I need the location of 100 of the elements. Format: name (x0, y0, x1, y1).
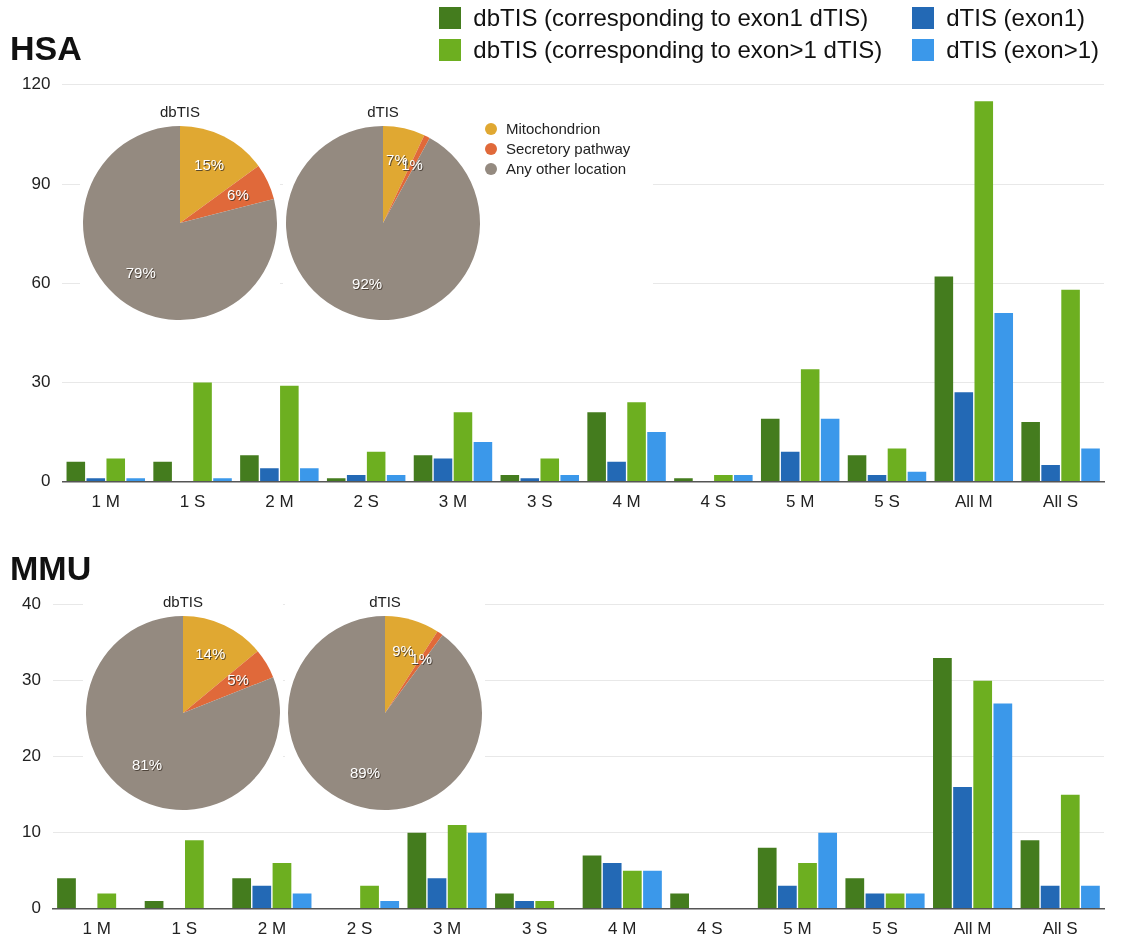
data-label: 14% (195, 645, 226, 663)
legend-label: Secretory pathway (506, 140, 631, 157)
data-label: 89% (350, 763, 381, 781)
bar (280, 385, 299, 482)
x-tick-label: 5 S (874, 492, 900, 512)
bar (993, 703, 1013, 909)
bar (582, 855, 602, 909)
bar (800, 369, 820, 482)
y-tick-label: 20 (21, 746, 41, 766)
bar (185, 840, 204, 909)
bar (905, 893, 925, 909)
data-label: 92% (352, 275, 383, 293)
bar (535, 901, 555, 909)
bar (974, 101, 994, 482)
bar (106, 458, 126, 482)
bar (760, 418, 780, 482)
bar (153, 461, 172, 482)
bar (560, 474, 580, 482)
bar (515, 901, 534, 909)
bar (360, 885, 379, 909)
y-tick-label: 30 (21, 670, 41, 690)
bar (346, 474, 366, 482)
x-tick-label: 4 S (700, 492, 727, 512)
bar (820, 418, 840, 482)
x-tick-label: 2 M (257, 919, 287, 939)
x-tick-label: All M (954, 492, 993, 512)
bar (734, 474, 753, 482)
y-tick-label: 10 (21, 822, 41, 842)
bar (126, 478, 145, 482)
bar (193, 382, 212, 482)
bar (953, 787, 972, 909)
bar (232, 878, 252, 909)
bar (780, 451, 800, 482)
bar (973, 680, 993, 909)
bar (885, 893, 905, 909)
x-tick-label: All M (953, 919, 992, 939)
bar (240, 455, 259, 482)
chart-title: MMU (10, 548, 92, 587)
bar (1040, 885, 1060, 909)
x-tick-label: 1 S (171, 919, 198, 939)
bar (272, 863, 292, 909)
bar (97, 893, 117, 909)
bar (627, 402, 646, 482)
bar (1081, 885, 1100, 909)
x-tick-label: 3 S (521, 919, 548, 939)
bar (1041, 465, 1060, 482)
x-tick-label: 5 M (783, 919, 812, 939)
legend-label: dbTIS (corresponding to exon>1 dTIS) (473, 36, 883, 64)
x-tick-label: 3 S (527, 492, 553, 512)
bar (447, 825, 467, 909)
bar (1060, 794, 1080, 909)
bar (500, 474, 520, 482)
x-tick-label: 5 M (786, 492, 815, 512)
y-tick-label: 0 (31, 898, 41, 918)
data-label: 81% (132, 756, 163, 774)
bar (473, 441, 493, 482)
bar (57, 878, 76, 909)
bar (845, 878, 865, 909)
bar (622, 870, 642, 909)
bar (777, 885, 797, 909)
bar (714, 474, 733, 482)
bar (670, 893, 689, 909)
y-tick-label: 90 (31, 173, 51, 193)
bar (86, 478, 106, 482)
bar (1081, 448, 1100, 482)
bar (366, 451, 386, 482)
bar (66, 461, 86, 482)
legend-label: Any other location (506, 160, 627, 177)
bar (495, 893, 514, 909)
bar (144, 901, 164, 909)
chart-title: dTIS (367, 103, 399, 121)
bar (994, 312, 1014, 482)
bar (587, 412, 606, 482)
bar (757, 847, 777, 909)
bar (865, 893, 885, 909)
bar (934, 276, 954, 482)
x-tick-label: 5 S (872, 919, 898, 939)
x-tick-label: 2 S (353, 492, 379, 512)
legend-label: Mitochondrion (506, 120, 601, 137)
bar (607, 461, 626, 482)
bar (674, 478, 693, 482)
y-tick-label: 60 (31, 272, 51, 292)
data-label: 79% (125, 263, 156, 281)
bar (1020, 840, 1040, 909)
bar (433, 458, 453, 482)
y-tick-label: 30 (31, 372, 51, 392)
y-tick-label: 0 (40, 471, 51, 491)
x-tick-label: 2 M (265, 492, 294, 512)
bar (798, 863, 817, 909)
bar (1061, 289, 1080, 482)
x-tick-label: 1 M (82, 919, 111, 939)
bar (954, 392, 974, 482)
bar (1021, 422, 1040, 482)
bar (300, 468, 319, 482)
bar (407, 832, 427, 909)
bar (602, 863, 622, 909)
bar (933, 657, 952, 909)
bar (520, 478, 540, 482)
y-tick-label: 120 (21, 74, 51, 94)
bar (252, 885, 272, 909)
